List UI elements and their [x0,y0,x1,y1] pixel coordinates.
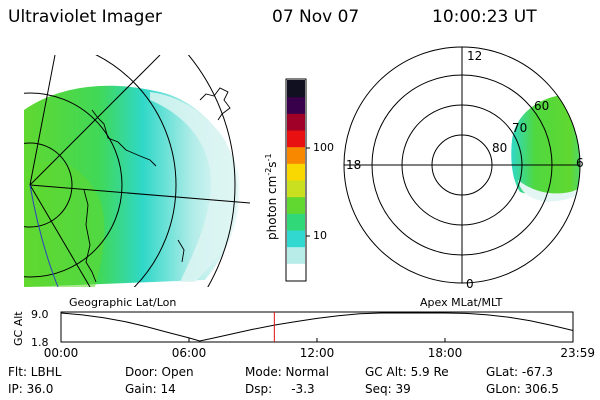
polar-aurora-oval [511,94,580,196]
instrument-title: Ultraviolet Imager [8,7,162,27]
colorbar [285,78,307,282]
colorbar-segment [287,96,305,114]
glat-status: GLat: -67.3 [486,365,553,379]
terminator-line [29,184,59,287]
colorbar-segment [287,230,305,248]
apex-panel-label: Apex MLat/MLT [420,296,503,309]
gc-alt-status: GC Alt: 5.9 Re [365,365,449,379]
colorbar-segment [287,246,305,264]
lat-lon-grid [24,55,250,287]
date-label: 07 Nov 07 [272,7,360,27]
colorbar-segment [287,80,305,98]
y-axis-label: GC Alt [12,311,25,346]
ytick-9: 9.0 [31,308,49,321]
seq-status: Seq: 39 [365,382,411,396]
polar-faint-edge [518,180,580,202]
colorbar-segment [287,263,305,281]
x-tick-label: 00:00 [44,346,79,360]
mlt-label-0: 0 [466,277,474,291]
colorbar-segment [287,163,305,181]
mlt-label-6: 6 [576,156,584,170]
coastline [83,87,231,283]
x-tick-label: 06:00 [172,346,207,360]
colorbar-segment [287,146,305,164]
ytick-1.8: 1.8 [31,336,49,349]
x-tick-label: 18:00 [428,346,463,360]
door-status: Door: Open [125,365,194,379]
colorbar-segment [287,113,305,131]
colorbar-segment [287,196,305,214]
faint-emission-edge [150,92,239,282]
polar-grid [343,46,581,284]
colorbar-tick-10: 10 [313,229,327,242]
geographic-panel-label: Geographic Lat/Lon [69,296,176,309]
mlt-label-12: 12 [467,49,482,63]
dsp-status: Dsp: -3.3 [245,382,315,396]
time-label: 10:00:23 UT [432,7,537,27]
altitude-timeline [60,311,574,343]
mlat-label-80: 80 [492,141,507,155]
glon-status: GLon: 306.5 [486,382,559,396]
x-tick-label: 23:59 [560,346,595,360]
colorbar-segment [287,213,305,231]
colorbar-segment [287,130,305,148]
mlat-label-60: 60 [534,99,549,113]
ip-status: IP: 36.0 [8,382,54,396]
mlt-label-18: 18 [346,158,361,172]
x-tick-label: 12:00 [300,346,335,360]
gain-status: Gain: 14 [125,382,176,396]
mode-status: Mode: Normal [245,365,329,379]
colorbar-segment [287,180,305,198]
colorbar-unit-label: photon cm-2s-1 [264,153,279,240]
colorbar-tick-100: 100 [313,141,334,154]
filter-status: Flt: LBHL [8,365,62,379]
mlat-label-70: 70 [512,121,527,135]
altitude-series-line [60,312,574,342]
